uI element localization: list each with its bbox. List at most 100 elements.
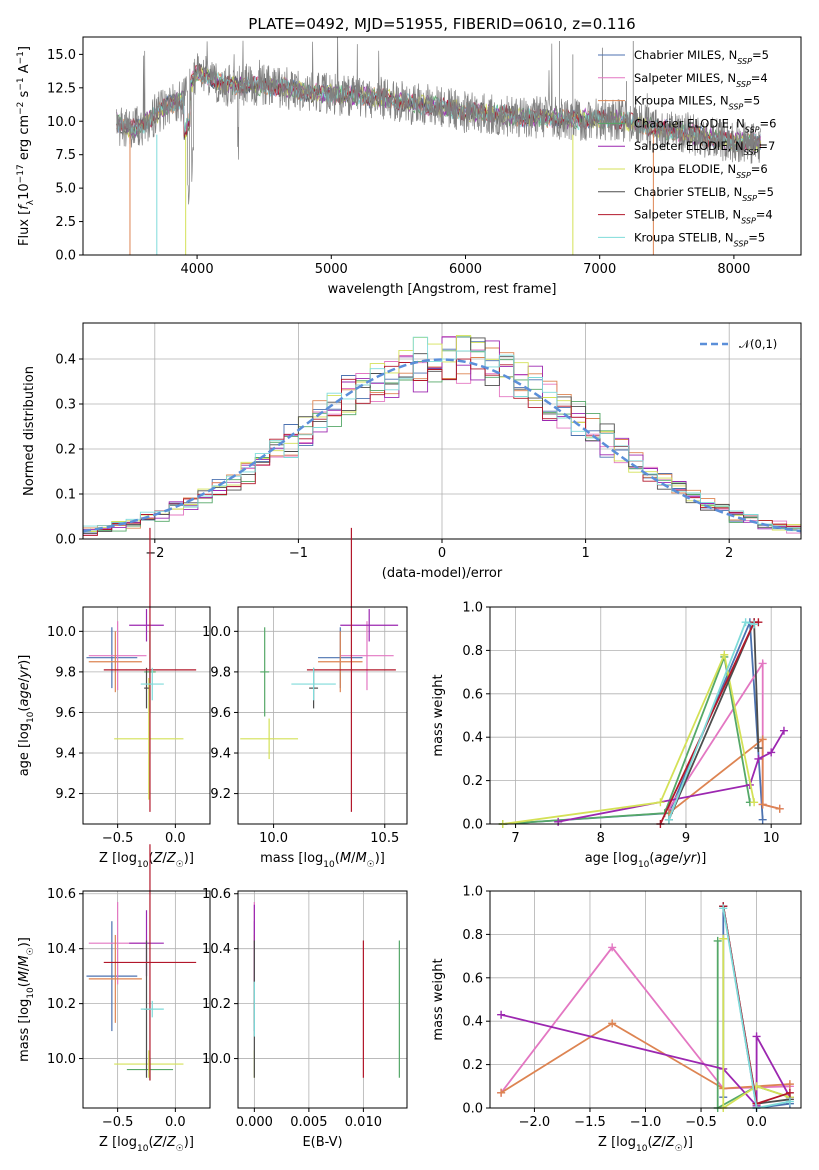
y-tick-label: 0.2 xyxy=(462,1058,483,1073)
mass-weight-marker xyxy=(497,1010,506,1019)
x-tick-label: 10.5 xyxy=(370,831,399,846)
axes-frame xyxy=(82,890,211,1109)
y-tick-label: 5.0 xyxy=(55,182,76,197)
mass-weight-marker xyxy=(767,748,776,757)
mass-weight-marker xyxy=(758,800,767,809)
legend-label: Chabrier ELODIE, NSSP=6 xyxy=(634,116,776,133)
y-tick-label: 1.0 xyxy=(462,601,483,616)
x-tick-label: 8000 xyxy=(717,262,750,277)
y-axis-label: Normed distribution xyxy=(22,366,37,496)
mass-weight-line xyxy=(722,938,791,1110)
mass-weight-marker xyxy=(713,936,722,945)
x-tick-label: 0.000 xyxy=(236,1115,273,1130)
mass-weight-marker xyxy=(497,1088,506,1097)
mass-weight-marker xyxy=(785,1080,794,1089)
mass-weight-line xyxy=(502,653,751,825)
legend-label: Chabrier STELIB, NSSP=5 xyxy=(634,185,774,203)
x-tick-label: 0.010 xyxy=(345,1115,382,1130)
y-axis-label: mass weight xyxy=(431,958,446,1040)
x-tick-label: 0.0 xyxy=(165,831,186,846)
mass-weight-marker xyxy=(720,650,729,659)
y-tick-label: 9.8 xyxy=(55,665,76,680)
legend: Chabrier MILES, NSSP=5 Salpeter MILES, NS… xyxy=(598,48,776,248)
x-tick-label: 5000 xyxy=(315,262,348,277)
x-tick-label: −2.0 xyxy=(519,1115,551,1130)
y-tick-label: 9.2 xyxy=(55,787,76,802)
y-tick-label: 9.4 xyxy=(55,747,76,762)
mass-weight-marker xyxy=(664,815,673,824)
mass-weight-marker xyxy=(608,1019,617,1028)
y-tick-label: 0.6 xyxy=(462,971,483,986)
legend-label: Salpeter ELODIE, NSSP=7 xyxy=(634,139,775,157)
errorbar-panel: 0.000 0.005 0.010 10.0 10.2 10.4 10.6 E(B-V) xyxy=(202,887,408,1150)
mass-weight-marker xyxy=(775,804,784,813)
y-axis-label: mass weight xyxy=(431,674,446,756)
mass-weight-line xyxy=(659,621,759,825)
y-tick-label: 0.2 xyxy=(462,774,483,789)
mass-weight-marker xyxy=(656,798,665,807)
errorbar-panel: −0.5 0.0 9.2 9.4 9.6 9.8 10.0 Z [log10(Z/Z☉)] ag… xyxy=(17,527,211,870)
y-tick-label: 7.5 xyxy=(55,148,76,163)
x-tick-label: 7000 xyxy=(583,262,616,277)
y-tick-label: 9.8 xyxy=(210,665,231,680)
y-tick-label: 10.0 xyxy=(202,1052,231,1067)
mass-weight-marker xyxy=(608,943,617,952)
y-tick-label: 0.2 xyxy=(55,443,76,458)
x-axis-label: mass [log10(M/M☉)] xyxy=(260,851,385,870)
legend-label: Kroupa STELIB, NSSP=5 xyxy=(634,230,765,248)
x-axis-label: wavelength [Angstrom, rest frame] xyxy=(328,282,557,297)
mass-weight-line xyxy=(502,651,755,825)
x-tick-label: 0 xyxy=(438,546,446,561)
axes-frame xyxy=(489,606,802,825)
x-tick-label: 9 xyxy=(682,831,690,846)
x-tick-label: −1.5 xyxy=(574,1115,606,1130)
y-tick-label: 9.2 xyxy=(210,787,231,802)
observed-spectrum-line xyxy=(116,37,762,205)
mass-weight-marker xyxy=(779,726,788,735)
mass-weight-marker xyxy=(719,904,728,913)
x-axis-label: age [log10(age/yr)] xyxy=(585,851,707,870)
y-tick-label: 9.6 xyxy=(55,706,76,721)
y-tick-label: 0.3 xyxy=(55,398,76,413)
x-axis-label: Z [log10(Z/Z☉)] xyxy=(99,851,194,870)
errorbar-panel: −0.5 0.0 10.0 10.2 10.4 10.6 Z [log10(Z/Z☉)] ma… xyxy=(17,844,211,1154)
y-axis-label: age [log10(age/yr)] xyxy=(17,655,36,777)
x-tick-label: 6000 xyxy=(449,262,482,277)
y-tick-label: 10.0 xyxy=(47,1052,76,1067)
y-tick-label: 0.8 xyxy=(462,928,483,943)
y-tick-label: 0.0 xyxy=(462,818,483,833)
axes-frame xyxy=(237,890,408,1109)
x-tick-label: 0.0 xyxy=(746,1115,767,1130)
y-tick-label: 10.0 xyxy=(47,115,76,130)
y-tick-label: 0.0 xyxy=(55,533,76,548)
x-axis-label: Z [log10(Z/Z☉)] xyxy=(99,1135,194,1154)
y-axis-label: mass [log10(M/M☉)] xyxy=(17,937,36,1062)
mass-weight-marker xyxy=(754,744,763,753)
y-axis-label: Flux [fλ10−17 erg cm−2 s−1 A−1] xyxy=(16,46,36,246)
x-axis-label: (data-model)/error xyxy=(382,566,503,581)
y-tick-label: 0.8 xyxy=(462,644,483,659)
x-tick-label: 1 xyxy=(581,546,589,561)
mass-weight-panel: −2.0 −1.5 −1.0 −0.5 0.0 0.0 0.2 0.4 0.6 0.8 1.0 Z [… xyxy=(431,885,802,1154)
mass-weight-marker xyxy=(758,659,767,668)
x-tick-label: −2 xyxy=(145,546,164,561)
y-tick-label: 12.5 xyxy=(47,81,76,96)
y-tick-label: 2.5 xyxy=(55,215,76,230)
y-tick-label: 0.1 xyxy=(55,488,76,503)
y-tick-label: 10.0 xyxy=(202,625,231,640)
y-tick-label: 1.0 xyxy=(462,885,483,900)
mass-weight-panel: 7 8 9 10 0.0 0.2 0.4 0.6 0.8 1.0 age [log10(age/yr… xyxy=(431,601,802,870)
x-tick-label: 0.0 xyxy=(165,1115,186,1130)
mass-weight-marker xyxy=(752,1032,761,1041)
x-tick-label: −0.5 xyxy=(685,1115,717,1130)
y-tick-label: 15.0 xyxy=(47,48,76,63)
axes-frame xyxy=(82,36,802,256)
legend-label: Chabrier MILES, NSSP=5 xyxy=(634,48,769,66)
mass-weight-marker xyxy=(754,754,763,763)
y-tick-label: 10.2 xyxy=(202,997,231,1012)
x-tick-label: 0.005 xyxy=(290,1115,327,1130)
mass-weight-line xyxy=(668,737,780,814)
x-tick-label: 10.0 xyxy=(259,831,288,846)
x-tick-label: 2 xyxy=(725,546,733,561)
